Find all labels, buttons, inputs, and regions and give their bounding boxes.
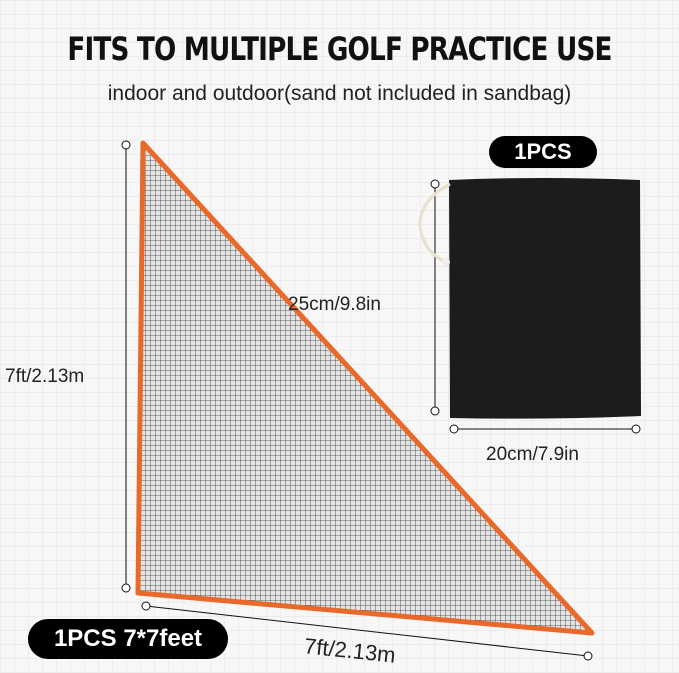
drawstring-bag — [418, 178, 641, 419]
net-height-label: 7ft/2.13m — [5, 366, 85, 387]
dimension-lines — [121, 140, 641, 661]
page-title: FITS TO MULTIPLE GOLF PRACTICE USE — [67, 30, 612, 68]
triangle-net — [135, 140, 595, 636]
bag-height-label: 25cm/9.8in — [288, 294, 381, 315]
net-quantity-badge: 1PCS 7*7feet — [28, 619, 228, 659]
bag-width-label: 20cm/7.9in — [486, 444, 579, 465]
bag-quantity-badge: 1PCS — [489, 136, 597, 168]
subtitle: indoor and outdoor(sand not included in … — [107, 82, 572, 105]
